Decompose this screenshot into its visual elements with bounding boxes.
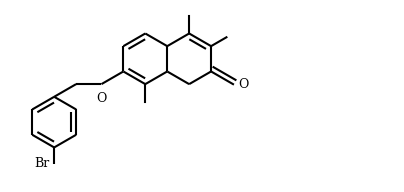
- Text: Br: Br: [34, 157, 49, 170]
- Text: O: O: [96, 92, 107, 104]
- Text: O: O: [238, 78, 248, 91]
